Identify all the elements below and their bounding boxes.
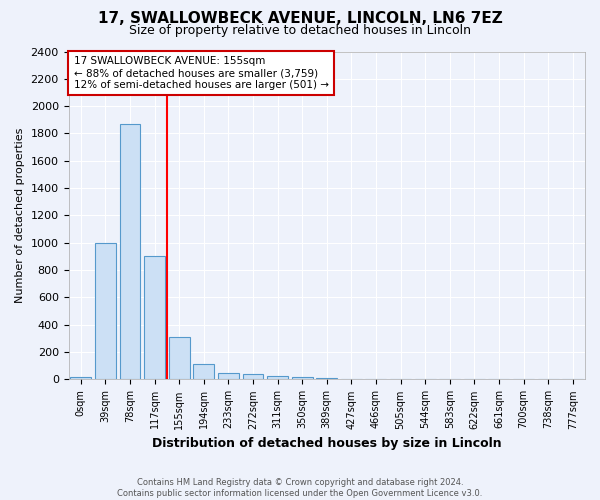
Text: Size of property relative to detached houses in Lincoln: Size of property relative to detached ho… bbox=[129, 24, 471, 37]
Bar bbox=[95, 243, 116, 380]
Bar bbox=[119, 124, 140, 380]
Bar bbox=[144, 256, 165, 380]
Bar bbox=[169, 337, 190, 380]
Bar bbox=[193, 364, 214, 380]
Text: 17, SWALLOWBECK AVENUE, LINCOLN, LN6 7EZ: 17, SWALLOWBECK AVENUE, LINCOLN, LN6 7EZ bbox=[98, 11, 502, 26]
Bar bbox=[218, 372, 239, 380]
Text: 17 SWALLOWBECK AVENUE: 155sqm
← 88% of detached houses are smaller (3,759)
12% o: 17 SWALLOWBECK AVENUE: 155sqm ← 88% of d… bbox=[74, 56, 329, 90]
Bar bbox=[316, 378, 337, 380]
X-axis label: Distribution of detached houses by size in Lincoln: Distribution of detached houses by size … bbox=[152, 437, 502, 450]
Bar bbox=[267, 376, 288, 380]
Bar bbox=[292, 378, 313, 380]
Y-axis label: Number of detached properties: Number of detached properties bbox=[15, 128, 25, 303]
Text: Contains HM Land Registry data © Crown copyright and database right 2024.
Contai: Contains HM Land Registry data © Crown c… bbox=[118, 478, 482, 498]
Bar bbox=[242, 374, 263, 380]
Bar bbox=[70, 376, 91, 380]
